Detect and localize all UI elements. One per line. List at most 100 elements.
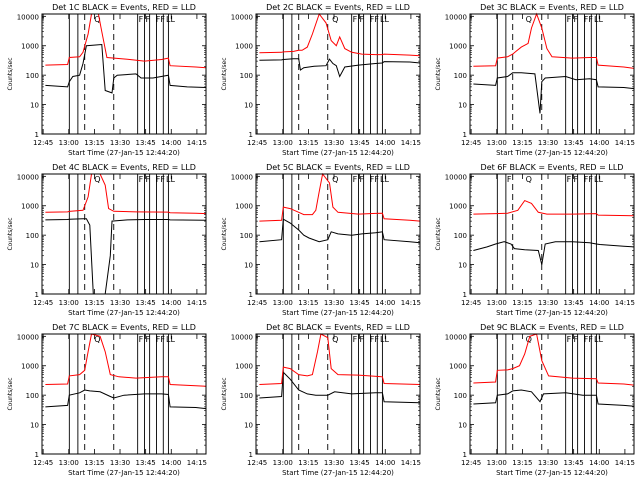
event-marker: FF <box>156 15 166 24</box>
y-tick-label: 100 <box>240 392 253 400</box>
x-tick-label: 13:45 <box>136 459 156 467</box>
x-tick-label: 13:15 <box>298 459 318 467</box>
x-tick-label: 14:00 <box>161 459 181 467</box>
y-tick-label: 100 <box>240 232 253 240</box>
x-tick-label: 13:30 <box>324 459 344 467</box>
event-marker: F <box>507 175 512 184</box>
plot-frame <box>41 13 207 135</box>
x-tick-label: 13:45 <box>564 459 584 467</box>
y-tick-label: 10 <box>30 422 39 430</box>
y-tick-label: 10 <box>244 422 253 430</box>
y-axis-label: Counts/sec <box>7 377 14 410</box>
panel-2: Det 2C BLACK = Events, RED = LLD 1 10 100 10… <box>221 3 421 157</box>
y-tick-label: 100 <box>240 72 253 80</box>
event-marker: F <box>353 15 358 24</box>
x-tick-label: 14:15 <box>401 459 421 467</box>
x-tick-label: 13:00 <box>273 459 293 467</box>
x-tick-label: 14:15 <box>615 139 635 147</box>
x-tick-label: 13:15 <box>298 139 318 147</box>
x-tick-label: 12:45 <box>247 459 267 467</box>
x-axis-label: Start Time (27-Jan-15 12:44:20) <box>282 309 394 317</box>
x-tick-label: 13:00 <box>59 459 79 467</box>
x-axis-label: Start Time (27-Jan-15 12:44:20) <box>68 309 180 317</box>
event-marker: Q <box>332 15 338 24</box>
event-marker: FF <box>584 15 594 24</box>
x-tick-label: 12:45 <box>247 299 267 307</box>
y-tick-label: 10000 <box>445 13 467 21</box>
x-tick-label: 13:15 <box>512 139 532 147</box>
y-tick-label: 100 <box>26 232 39 240</box>
y-tick-label: 10000 <box>445 333 467 341</box>
event-marker: F <box>139 335 144 344</box>
panel-8: Det 8C BLACK = Events, RED = LLD 1 10 100 10… <box>221 323 421 477</box>
series-lld <box>259 333 421 385</box>
event-marker: F <box>574 15 579 24</box>
series-events <box>259 218 421 244</box>
series-lld <box>45 13 207 69</box>
y-axis-label: Counts/sec <box>7 57 14 90</box>
event-marker: F <box>360 15 365 24</box>
x-tick-label: 12:45 <box>461 299 481 307</box>
event-marker: LL <box>594 15 603 24</box>
event-marker: F <box>146 175 151 184</box>
event-marker: FF <box>370 335 380 344</box>
y-tick-label: 1 <box>463 131 467 139</box>
event-marker: FF <box>584 335 594 344</box>
event-marker: LL <box>380 335 389 344</box>
x-tick-label: 14:00 <box>589 459 609 467</box>
event-marker: F <box>139 15 144 24</box>
x-tick-label: 13:15 <box>512 299 532 307</box>
event-marker: FF <box>370 175 380 184</box>
x-tick-label: 13:15 <box>84 299 104 307</box>
event-marker: LL <box>380 15 389 24</box>
x-axis-label: Start Time (27-Jan-15 12:44:20) <box>68 469 180 477</box>
y-tick-label: 10000 <box>17 13 39 21</box>
event-marker: F <box>360 175 365 184</box>
y-tick-label: 100 <box>26 72 39 80</box>
y-axis-label: Counts/sec <box>435 217 442 250</box>
x-tick-label: 13:30 <box>538 299 558 307</box>
event-marker: F <box>574 175 579 184</box>
series-events <box>473 72 635 114</box>
plot-frame <box>469 13 635 135</box>
panel-9: Det 9C BLACK = Events, RED = LLD 1 10 100 10… <box>435 323 635 477</box>
x-axis-label: Start Time (27-Jan-15 12:44:20) <box>282 469 394 477</box>
event-marker: LL <box>166 175 175 184</box>
y-tick-label: 1 <box>463 291 467 299</box>
y-axis-label: Counts/sec <box>221 57 228 90</box>
x-tick-label: 13:45 <box>564 139 584 147</box>
x-tick-label: 14:00 <box>161 299 181 307</box>
y-tick-label: 10 <box>458 262 467 270</box>
event-marker: F <box>139 175 144 184</box>
x-tick-label: 14:00 <box>589 139 609 147</box>
x-tick-label: 13:30 <box>324 299 344 307</box>
event-marker: FF <box>370 15 380 24</box>
y-tick-label: 1 <box>35 131 39 139</box>
event-marker: Q <box>526 175 532 184</box>
panel-1: Det 1C BLACK = Events, RED = LLD 1 10 100 10… <box>7 3 207 157</box>
x-tick-label: 13:30 <box>324 139 344 147</box>
event-marker: LL <box>166 15 175 24</box>
event-marker: F <box>146 15 151 24</box>
y-tick-label: 1000 <box>21 203 39 211</box>
plot-frame <box>469 333 635 455</box>
x-tick-label: 13:45 <box>350 459 370 467</box>
y-tick-label: 1000 <box>21 363 39 371</box>
x-tick-label: 14:15 <box>615 459 635 467</box>
y-tick-label: 1000 <box>449 203 467 211</box>
event-marker: LL <box>166 335 175 344</box>
panel-title: Det 8C BLACK = Events, RED = LLD <box>266 323 410 332</box>
y-tick-label: 1 <box>249 451 253 459</box>
y-tick-label: 1000 <box>235 43 253 51</box>
x-tick-label: 14:00 <box>589 299 609 307</box>
x-tick-label: 13:00 <box>273 299 293 307</box>
y-tick-label: 1000 <box>235 203 253 211</box>
panel-5: Det 5C BLACK = Events, RED = LLD 1 10 100 10… <box>221 163 421 317</box>
event-marker: F <box>353 335 358 344</box>
series-lld <box>45 333 207 387</box>
y-tick-label: 1 <box>249 291 253 299</box>
x-tick-label: 13:00 <box>59 299 79 307</box>
y-tick-label: 1000 <box>21 43 39 51</box>
x-tick-label: 12:45 <box>33 459 53 467</box>
